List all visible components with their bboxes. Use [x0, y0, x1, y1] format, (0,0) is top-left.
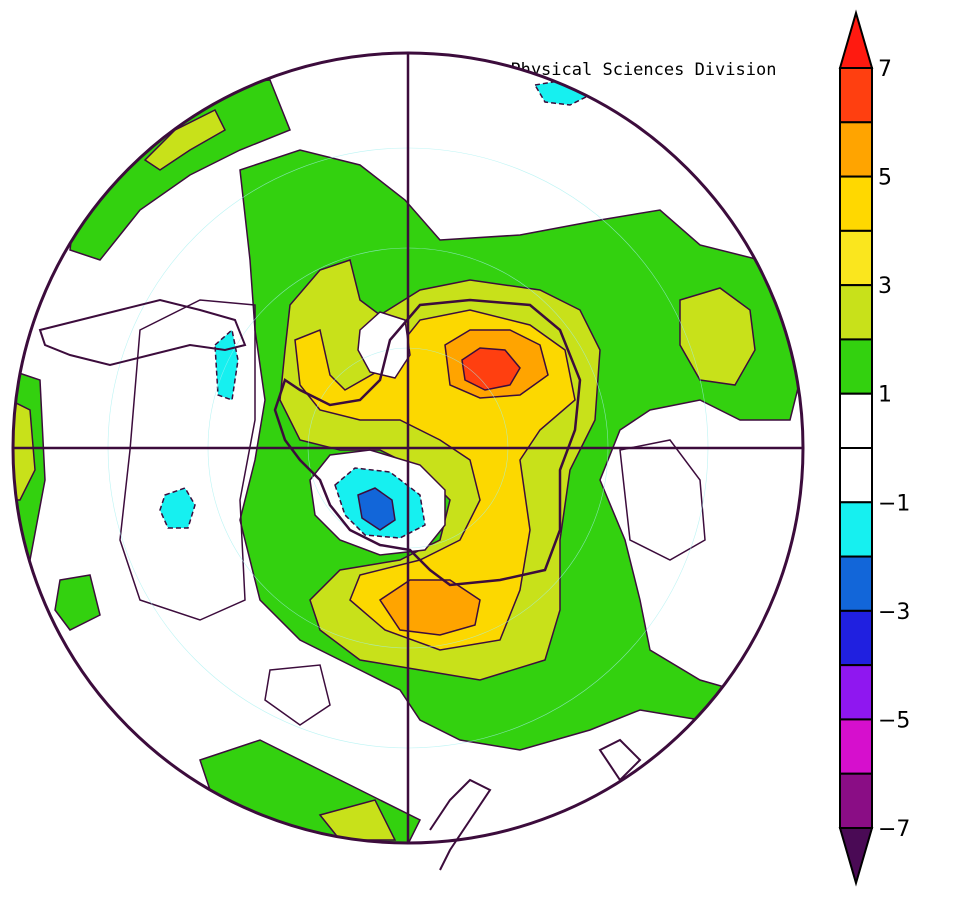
- contour-cyan-left: [159, 487, 196, 529]
- globe: [11, 51, 805, 871]
- contour-olive-left-edge: [13, 398, 36, 501]
- contour-green-left-small: [54, 574, 101, 631]
- colorbar: 7 5 3 1 −1 −3 −5 −7: [838, 9, 910, 887]
- globe-outline: [11, 51, 805, 845]
- contour-orange-bottom: [378, 579, 481, 636]
- contour-line-white-left: [119, 299, 256, 621]
- colorbar-bottom-arrow: [838, 827, 874, 887]
- antarctica-coastline: [273, 298, 582, 587]
- colorbar-bin: [839, 609, 873, 667]
- contour-blue-center: [357, 487, 396, 531]
- colorbar-bin: [839, 284, 873, 341]
- contour-line-white-bottom: [264, 664, 331, 726]
- contour-red-core: [461, 347, 521, 391]
- colorbar-tick-label: −7: [878, 817, 910, 842]
- colorbar-bin: [839, 229, 873, 287]
- colorbar-bin: [839, 175, 873, 232]
- colorbar-bin: [839, 664, 873, 721]
- contour-line-white-right: [619, 439, 706, 561]
- colorbar-bin: [839, 772, 873, 830]
- contour-white-top-hole: [357, 311, 411, 379]
- colorbar-bin: [839, 121, 873, 178]
- contour-olive-right: [679, 287, 756, 386]
- colorbar-tick-label: −3: [878, 600, 910, 625]
- colorbar-tick-label: 1: [878, 383, 892, 408]
- colorbar-bin: [839, 555, 873, 612]
- colorbar-tick-label: 5: [878, 166, 892, 191]
- colorbar-bin: [839, 501, 873, 558]
- colorbar-bin: [839, 392, 873, 450]
- colorbar-bin: [839, 447, 873, 504]
- colorbar-bin: [839, 67, 873, 124]
- south-america-coast: [38, 298, 247, 367]
- colorbar-bin: [839, 338, 873, 395]
- new-zealand-coast: [598, 738, 642, 782]
- contour-olive-bottom: [318, 799, 397, 841]
- colorbar-tick-label: −5: [878, 708, 910, 733]
- colorbar-tick-label: −1: [878, 491, 910, 516]
- australia-coast: [429, 778, 492, 871]
- colorbar-top-arrow: [838, 9, 874, 69]
- colorbar-tick-label: 7: [878, 57, 892, 82]
- colorbar-bin: [839, 718, 873, 775]
- colorbar-tick-label: 3: [878, 274, 892, 299]
